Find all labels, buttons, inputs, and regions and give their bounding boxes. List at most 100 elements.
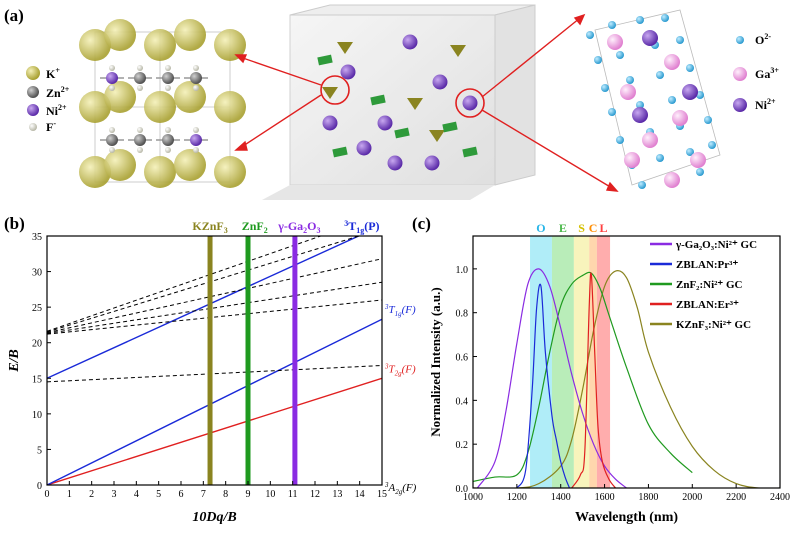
energy-level-line <box>47 281 382 334</box>
x-tick-label: 2400 <box>770 492 790 503</box>
energy-level-line <box>47 236 361 333</box>
ga-ion-atom <box>607 34 623 50</box>
x-axis-title-c: Wavelength (nm) <box>575 510 678 525</box>
o-ion-atom <box>608 108 616 116</box>
y-tick-label: 25 <box>32 303 42 314</box>
legend-ni-right: Ni2+ <box>755 97 776 112</box>
x-axis-title-b: 10Dq/B <box>192 510 236 525</box>
y-tick-label: 1.0 <box>456 265 469 276</box>
plot-frame-c <box>472 235 781 489</box>
k-ion-atom <box>214 29 246 61</box>
ni-doped-nanocrystal <box>424 155 440 171</box>
o-ion-atom <box>586 31 594 39</box>
kznf3-nanocrystal <box>450 45 466 57</box>
o-ion-atom <box>638 181 646 189</box>
ga-ion-atom <box>624 152 640 168</box>
band-label-L: L <box>599 221 607 235</box>
f-ion-atom <box>137 85 143 91</box>
state-label-1: 3T2g(F) <box>384 362 416 377</box>
k-ion-atom <box>79 29 111 61</box>
spectrum-line-2 <box>473 271 693 483</box>
f-ion-atom <box>193 85 199 91</box>
y-tick-label: 0 <box>37 481 42 492</box>
o-ion-atom <box>661 14 669 22</box>
k-ion-atom <box>214 156 246 188</box>
zn-ion-atom <box>106 134 118 146</box>
zn-ion-atom <box>134 72 146 84</box>
zn-ion-atom <box>134 134 146 146</box>
plot-area-b <box>47 236 382 485</box>
x-tick-label: 14 <box>355 489 365 500</box>
x-tick-label: 6 <box>179 489 184 500</box>
o-ion-atom <box>696 91 704 99</box>
y-axis-title-b: E/B <box>7 349 22 373</box>
f-ion-atom <box>165 127 171 133</box>
ga-ion-atom <box>690 152 706 168</box>
o-ion-atom <box>594 56 602 64</box>
left-legend <box>26 66 40 131</box>
o-ion-atom <box>656 71 664 79</box>
f-ion-atom <box>165 65 171 71</box>
ga-ion-atom <box>672 110 688 126</box>
znf2-nanocrystal <box>394 127 410 139</box>
plot-frame-b <box>46 235 383 486</box>
x-tick-label: 12 <box>310 489 320 500</box>
panel-c-label: (c) <box>412 214 431 233</box>
x-tick-label: 13 <box>332 489 342 500</box>
f-ion-atom <box>137 65 143 71</box>
ni-doped-nanocrystal <box>340 64 356 80</box>
o-ion-atom <box>668 96 676 104</box>
legend-k: K+ <box>46 66 60 81</box>
ni-doped-nanocrystal <box>322 115 338 131</box>
zn-ion-atom <box>162 134 174 146</box>
x-tick-label: 9 <box>246 489 251 500</box>
plot-area-c <box>473 268 780 488</box>
f-ion-atom <box>137 147 143 153</box>
x-tick-label: 1 <box>67 489 72 500</box>
energy-level-line <box>47 236 323 332</box>
legend-label: ZBLAN:Pr³⁺ <box>676 259 738 271</box>
kznf3-nanocrystal <box>407 98 423 110</box>
energy-level-line <box>47 299 382 335</box>
o-ion-atom <box>636 101 644 109</box>
f-ion-atom <box>109 127 115 133</box>
ni-ion-atom <box>632 107 648 123</box>
znf2-nanocrystal <box>317 54 333 66</box>
energy-level-line <box>47 318 382 485</box>
x-tick-label: 1000 <box>463 492 483 503</box>
o-ion-atom <box>636 16 644 24</box>
x-tick-label: 8 <box>223 489 228 500</box>
x-tick-label: 15 <box>377 489 387 500</box>
ni-ion-atom <box>682 84 698 100</box>
telecom-band-E <box>551 236 574 488</box>
k-ion-atom <box>144 156 176 188</box>
o-ion-atom <box>601 84 609 92</box>
y-tick-label: 20 <box>32 339 42 350</box>
ni-ion-atom <box>106 72 118 84</box>
y-tick-label: 0.6 <box>456 353 469 364</box>
x-tick-label: 1400 <box>551 492 571 503</box>
ni-ion-atom <box>190 134 202 146</box>
ni-doped-nanocrystal <box>377 115 393 131</box>
y-tick-label: 0.0 <box>456 484 469 495</box>
znf2-nanocrystal <box>462 146 478 158</box>
ga-ion-atom <box>620 84 636 100</box>
ni-doped-nanocrystal <box>402 34 418 50</box>
x-tick-label: 2 <box>89 489 94 500</box>
f-ion-atom <box>109 65 115 71</box>
k-ion-atom <box>79 91 111 123</box>
x-tick-label: 10 <box>265 489 275 500</box>
band-label-E: E <box>559 221 567 235</box>
x-tick-label: 2000 <box>682 492 702 503</box>
legend-label: ZBLAN:Er³⁺ <box>676 299 739 311</box>
legend-label: KZnF₃:Ni²⁺ GC <box>676 319 751 331</box>
x-tick-label: 4 <box>134 489 139 500</box>
kznf3-label: KZnF3 <box>192 219 227 235</box>
kznf3-nanocrystal <box>322 87 338 99</box>
f-ion-atom <box>109 85 115 91</box>
o-ion-atom <box>626 76 634 84</box>
o-ion-atom <box>686 148 694 156</box>
o-ion-atom <box>616 51 624 59</box>
o-ion-atom <box>686 64 694 72</box>
